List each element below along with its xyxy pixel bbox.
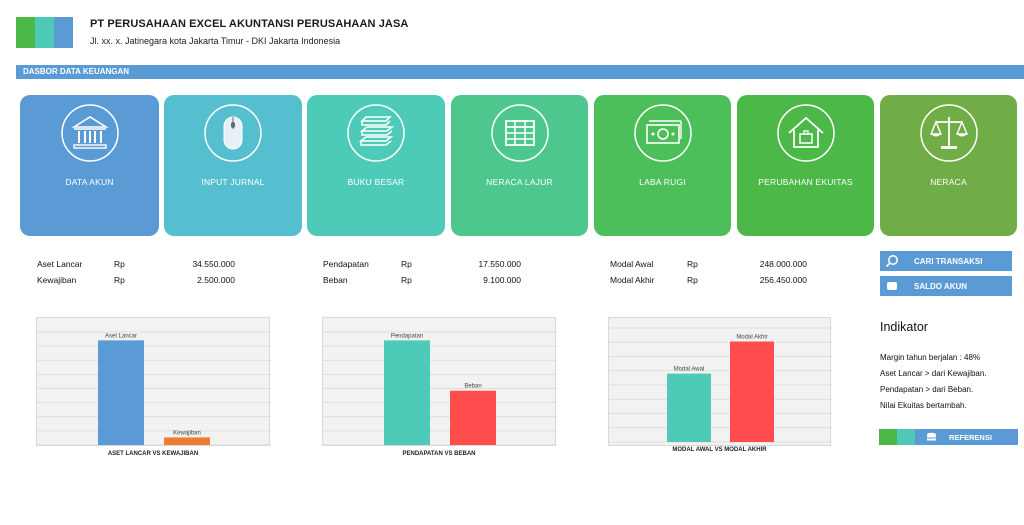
bar-modal-akhir (730, 341, 774, 442)
logo-block-teal (35, 17, 54, 48)
indicator-line: Nilai Ekuitas bertambah. (880, 401, 967, 410)
search-icon (880, 251, 904, 271)
metric-label: Aset Lancar (37, 259, 83, 269)
indicator-line: Pendapatan > dari Beban. (880, 385, 974, 394)
scale-icon (919, 104, 978, 162)
tile-neraca-lajur[interactable]: NERACA LAJUR (451, 95, 588, 236)
tile-label: PERUBAHAN EKUITAS (758, 177, 853, 187)
indicator-title: Indikator (880, 320, 928, 334)
chart-title: PENDAPATAN VS BEBAN (402, 451, 476, 457)
reference-button-body[interactable]: REFERENSI (915, 429, 1018, 445)
reference-button[interactable]: REFERENSI (879, 429, 1018, 445)
bar-label: Beban (464, 384, 481, 390)
chart-title: MODAL AWAL VS MODAL AKHIR (672, 447, 767, 453)
tile-data-akun[interactable]: DATA AKUN (20, 95, 159, 236)
chart-svg: Modal Awal Modal Akhir (609, 327, 832, 443)
bar-label: Kewajiban (173, 430, 201, 436)
database-icon (923, 432, 939, 443)
tile-input-jurnal[interactable]: INPUT JURNAL (164, 95, 302, 236)
ref-color-block-teal (897, 429, 915, 445)
chart-modal-awal-vs-akhir: Modal Awal Modal Akhir (608, 317, 832, 446)
bank-icon (60, 104, 119, 162)
tile-perubahan-ekuitas[interactable]: PERUBAHAN EKUITAS (737, 95, 874, 236)
indicator-line: Aset Lancar > dari Kewajiban. (880, 369, 987, 378)
account-balance-label: SALDO AKUN (914, 281, 968, 291)
search-transaction-button[interactable]: CARI TRANSAKSI (880, 251, 1012, 271)
chart-svg: Pendapatan Beban (323, 331, 557, 446)
metric-label: Pendapatan (323, 259, 369, 269)
bar-label: Modal Awal (674, 367, 705, 373)
tile-buku-besar[interactable]: BUKU BESAR (307, 95, 445, 236)
company-name: PT PERUSAHAAN EXCEL AKUNTANSI PERUSAHAAN… (90, 18, 409, 30)
bar-beban (450, 390, 496, 445)
metric-label: Beban (323, 275, 348, 285)
company-address: Jl. xx. x. Jatinegara kota Jakarta Timur… (90, 36, 341, 46)
reference-label: REFERENSI (949, 432, 992, 442)
bar-label: Modal Akhir (736, 334, 767, 340)
bar-modal-awal (667, 373, 711, 442)
house-icon (776, 104, 835, 162)
metric-currency: Rp (687, 275, 698, 285)
logo-block-blue (54, 17, 73, 48)
search-transaction-label: CARI TRANSAKSI (914, 256, 983, 266)
section-title: DASBOR DATA KEUANGAN (16, 65, 1024, 79)
bar-aset-lancar (98, 340, 144, 445)
bar-label: Pendapatan (391, 333, 423, 339)
chart-title: ASET LANCAR VS KEWAJIBAN (107, 451, 199, 457)
company-logo (16, 17, 73, 48)
tile-label: LABA RUGI (639, 177, 686, 187)
metric-currency: Rp (114, 275, 125, 285)
money-icon (633, 104, 692, 162)
tile-label: INPUT JURNAL (201, 177, 265, 187)
chart-svg: Aset Lancar Kewajiban (37, 331, 271, 446)
metric-value: 248.000.000 (759, 259, 807, 269)
bar-pendapatan (384, 340, 430, 445)
bar-kewajiban (164, 437, 210, 445)
bar-label: Aset Lancar (105, 333, 137, 339)
metric-label: Kewajiban (37, 275, 77, 285)
metric-currency: Rp (114, 259, 125, 269)
metric-currency: Rp (401, 275, 412, 285)
indicator-line: Margin tahun berjalan : 48% (880, 353, 981, 362)
logo-block-green (16, 17, 35, 48)
tile-neraca[interactable]: NERACA (880, 95, 1017, 236)
metric-value: 34.550.000 (192, 259, 235, 269)
tile-label: NERACA LAJUR (486, 177, 553, 187)
tile-label: NERACA (930, 177, 967, 187)
metric-label: Modal Awal (610, 259, 654, 269)
metric-currency: Rp (401, 259, 412, 269)
metric-value: 9.100.000 (483, 275, 521, 285)
card-icon (880, 276, 904, 296)
table-icon (490, 104, 549, 162)
metric-currency: Rp (687, 259, 698, 269)
metric-value: 17.550.000 (478, 259, 521, 269)
tile-label: DATA AKUN (65, 177, 114, 187)
account-balance-button[interactable]: SALDO AKUN (880, 276, 1012, 296)
mouse-icon (204, 104, 262, 162)
books-icon (347, 104, 405, 162)
metric-value: 2.500.000 (197, 275, 235, 285)
tile-laba-rugi[interactable]: LABA RUGI (594, 95, 731, 236)
metric-value: 256.450.000 (759, 275, 807, 285)
tile-label: BUKU BESAR (347, 177, 405, 187)
chart-pendapatan-vs-beban: Pendapatan Beban (322, 317, 557, 446)
chart-aset-vs-kewajiban: Aset Lancar Kewajiban (36, 317, 271, 446)
ref-color-block-green (879, 429, 897, 445)
metric-label: Modal Akhir (610, 275, 655, 285)
